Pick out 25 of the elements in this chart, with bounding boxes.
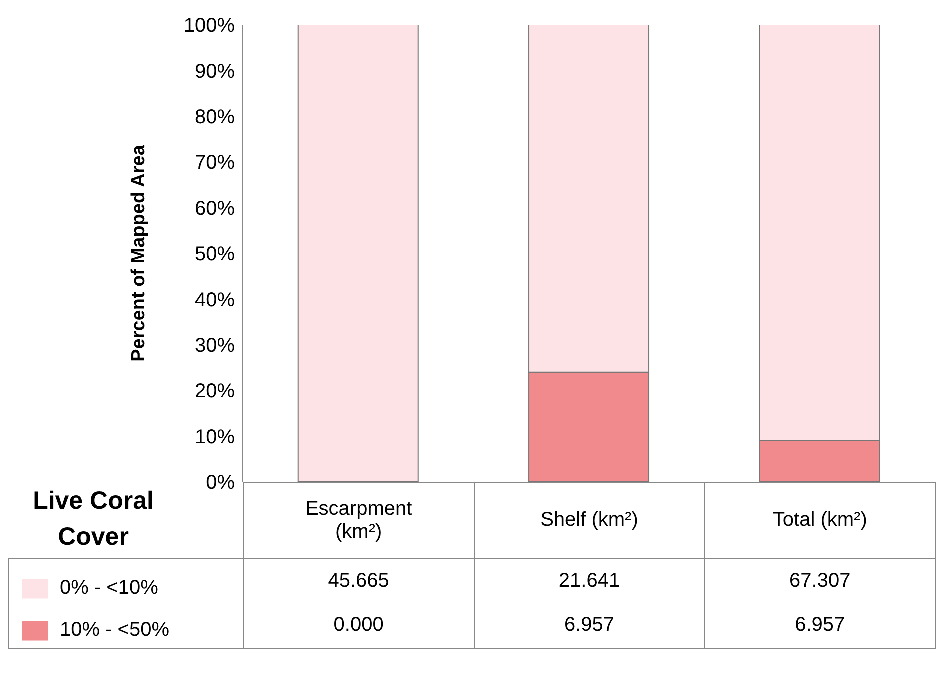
y-tick-label: 70% — [194, 152, 236, 174]
legend-label: 10% - <50% — [60, 618, 171, 643]
y-tick-label: 0% — [206, 472, 236, 494]
y-tick-label: 10% — [194, 426, 236, 448]
x-tick-label: Escarpment (km²) — [244, 482, 474, 558]
y-axis-title: Percent of Mapped Area — [128, 144, 150, 362]
y-tick-label: 60% — [194, 198, 236, 220]
y-tick-label: 100% — [184, 15, 236, 38]
legend-title: Live Coral Cover — [32, 486, 155, 552]
y-tick-label: 90% — [194, 60, 236, 83]
legend-label: 0% - <10% — [60, 576, 160, 601]
bar — [298, 25, 419, 482]
y-tick-label: 20% — [194, 380, 236, 403]
text: 0.000 — [244, 604, 474, 648]
y-tick-label: 80% — [194, 106, 236, 128]
y-tick-label: 30% — [194, 335, 236, 357]
y-tick-label: 50% — [194, 244, 236, 266]
text: 21.641 — [474, 558, 705, 604]
text: 45.665 — [244, 558, 474, 604]
text: 6.957 — [704, 604, 936, 648]
x-tick-label: Total (km²) — [704, 482, 936, 558]
text: 67.307 — [704, 558, 936, 604]
text: 6.957 — [474, 604, 705, 648]
y-tick-label: 40% — [194, 289, 236, 312]
x-tick-label: Shelf (km²) — [474, 482, 705, 558]
